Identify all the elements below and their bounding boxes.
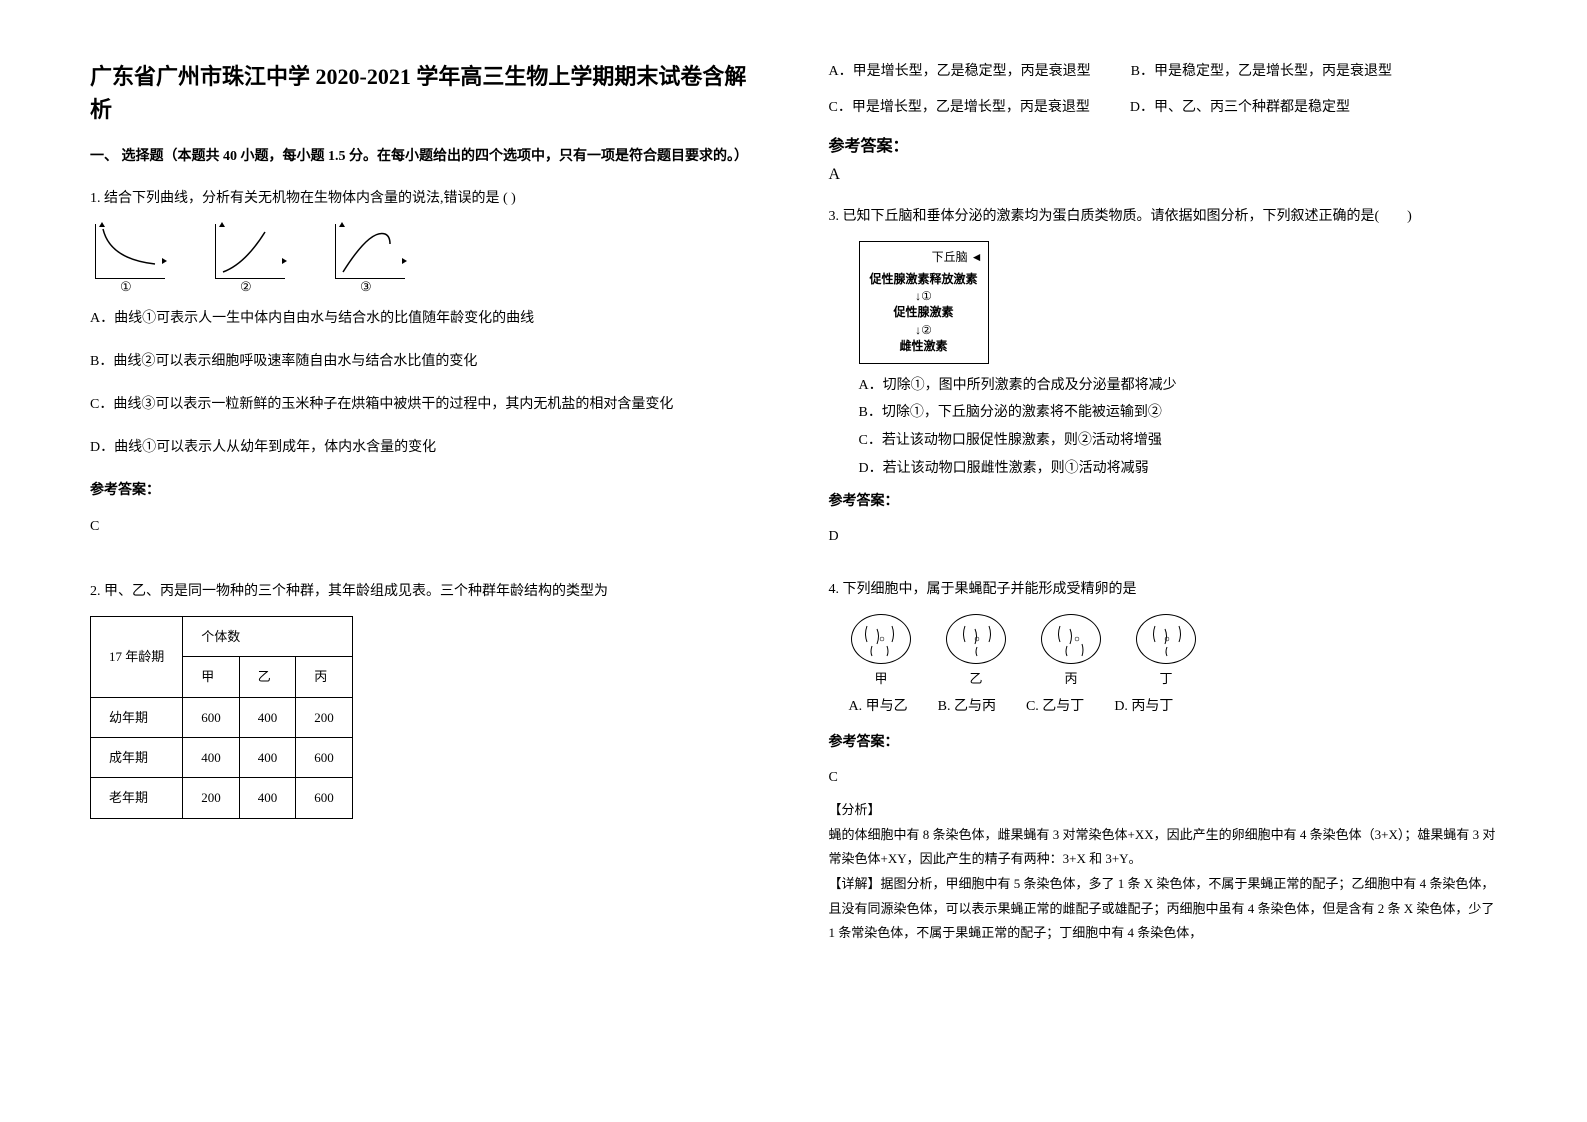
diagram-line2: 促性腺激素 (865, 302, 983, 324)
chromosome-icon (852, 614, 910, 664)
q3-answer: D (829, 524, 1498, 549)
cell-3-label: 丙 (1064, 667, 1077, 690)
table-cell: 甲 (183, 657, 240, 697)
section-header: 一、 选择题（本题共 40 小题，每小题 1.5 分。在每小题给出的四个选项中，… (90, 146, 759, 168)
chart-1: ① (90, 224, 170, 294)
question-4: 4. 下列细胞中，属于果蝇配子并能形成受精卵的是 甲 (829, 577, 1498, 946)
q1-opt-a: A．曲线①可表示人一生中体内自由水与结合水的比值随年龄变化的曲线 (90, 306, 759, 331)
q3-text: 3. 已知下丘脑和垂体分泌的激素均为蛋白质类物质。请依据如图分析，下列叙述正确的… (829, 204, 1498, 229)
question-2: 2. 甲、乙、丙是同一物种的三个种群，其年龄组成见表。三个种群年龄结构的类型为 … (90, 579, 759, 829)
table-cell: 400 (239, 697, 296, 737)
table-row: 17 年龄期 个体数 (91, 616, 353, 656)
cell-1: 甲 (849, 614, 914, 684)
cell-2: 乙 (944, 614, 1009, 684)
table-cell: 400 (239, 738, 296, 778)
table-row: 幼年期 600 400 200 (91, 697, 353, 737)
q1-opt-b: B．曲线②可以表示细胞呼吸速率随自由水与结合水比值的变化 (90, 349, 759, 374)
q1-opt-c: C．曲线③可以表示一粒新鲜的玉米种子在烘箱中被烘干的过程中，其内无机盐的相对含量… (90, 392, 759, 417)
q4-options: A. 甲与乙 B. 乙与丙 C. 乙与丁 D. 丙与丁 (849, 694, 1498, 719)
table-cell: 200 (183, 778, 240, 818)
q1-opt-d: D．曲线①可以表示人从幼年到成年，体内水含量的变化 (90, 435, 759, 460)
cell-3: 丙 (1039, 614, 1104, 684)
q4-analysis-label: 【分析】 (829, 798, 1498, 823)
q1-answer: C (90, 514, 759, 539)
cell-4: 丁 (1134, 614, 1199, 684)
table-cell: 乙 (239, 657, 296, 697)
curve-2 (215, 224, 285, 279)
question-1: 1. 结合下列曲线，分析有关无机物在生物体内含量的说法,错误的是 ( ) ① (90, 186, 759, 558)
right-column: A．甲是增长型，乙是稳定型，丙是衰退型 B．甲是稳定型，乙是增长型，丙是衰退型 … (829, 60, 1498, 1062)
document-title: 广东省广州市珠江中学 2020-2021 学年高三生物上学期期末试卷含解析 (90, 60, 759, 126)
q4-opt-c: C. 乙与丁 (1026, 694, 1084, 719)
q3-opt-b: B．切除①，下丘脑分泌的激素将不能被运输到② (859, 401, 1498, 425)
q1-text: 1. 结合下列曲线，分析有关无机物在生物体内含量的说法,错误的是 ( ) (90, 186, 759, 211)
q1-charts: ① ② ③ (90, 224, 759, 294)
chromosome-icon (1042, 614, 1100, 664)
q4-opt-a: A. 甲与乙 (849, 694, 908, 719)
table-cell: 200 (296, 697, 353, 737)
table-cell: 17 年龄期 (91, 616, 183, 697)
diagram-line3: 雌性激素 (865, 336, 983, 358)
q2-opt-c: C．甲是增长型，乙是增长型，丙是衰退型 (829, 96, 1090, 116)
table-row: 老年期 200 400 600 (91, 778, 353, 818)
q3-opt-d: D．若让该动物口服雌性激素，则①活动将减弱 (859, 457, 1498, 481)
table-cell: 600 (183, 697, 240, 737)
q2-options-row2: C．甲是增长型，乙是增长型，丙是衰退型 D．甲、乙、丙三个种群都是稳定型 (829, 96, 1498, 116)
chromosome-icon (947, 614, 1005, 664)
table-cell: 丙 (296, 657, 353, 697)
diagram-arrow2: ↓② (865, 324, 983, 336)
chart-2-label: ② (240, 275, 252, 298)
q4-analysis2: 【详解】据图分析，甲细胞中有 5 条染色体，多了 1 条 X 染色体，不属于果蝇… (829, 872, 1498, 946)
q2-text: 2. 甲、乙、丙是同一物种的三个种群，其年龄组成见表。三个种群年龄结构的类型为 (90, 579, 759, 604)
table-cell: 老年期 (91, 778, 183, 818)
q4-opt-b: B. 乙与丙 (938, 694, 996, 719)
question-3: 3. 已知下丘脑和垂体分泌的激素均为蛋白质类物质。请依据如图分析，下列叙述正确的… (829, 204, 1498, 557)
q4-answer: C (829, 765, 1498, 790)
table-cell: 600 (296, 738, 353, 778)
table-cell: 400 (183, 738, 240, 778)
table-cell: 成年期 (91, 738, 183, 778)
diagram-line1: 促性腺激素释放激素 (865, 269, 983, 291)
q3-diagram: 下丘脑 ◄ 促性腺激素释放激素 ↓① 促性腺激素 ↓② 雌性激素 (859, 241, 989, 363)
q2-answer-label: 参考答案： (829, 132, 1498, 156)
chart-3-label: ③ (360, 275, 372, 298)
table-cell: 个体数 (183, 616, 353, 656)
cell-4-label: 丁 (1159, 667, 1172, 690)
curve-3 (335, 224, 405, 279)
q4-text: 4. 下列细胞中，属于果蝇配子并能形成受精卵的是 (829, 577, 1498, 602)
q4-answer-label: 参考答案： (829, 730, 1498, 755)
diagram-arrow1: ↓① (865, 290, 983, 302)
chart-1-label: ① (120, 275, 132, 298)
q3-answer-label: 参考答案： (829, 489, 1498, 514)
q3-opt-a: A．切除①，图中所列激素的合成及分泌量都将减少 (859, 374, 1498, 398)
q2-opt-b: B．甲是稳定型，乙是增长型，丙是衰退型 (1131, 60, 1392, 80)
chart-2: ② (210, 224, 290, 294)
left-column: 广东省广州市珠江中学 2020-2021 学年高三生物上学期期末试卷含解析 一、… (90, 60, 759, 1062)
q2-options-row1: A．甲是增长型，乙是稳定型，丙是衰退型 B．甲是稳定型，乙是增长型，丙是衰退型 (829, 60, 1498, 80)
table-cell: 600 (296, 778, 353, 818)
q4-cells: 甲 乙 (849, 614, 1498, 684)
q4-analysis1: 蝇的体细胞中有 8 条染色体，雌果蝇有 3 对常染色体+XX，因此产生的卵细胞中… (829, 823, 1498, 872)
q4-opt-d: D. 丙与丁 (1114, 694, 1173, 719)
q2-table: 17 年龄期 个体数 甲 乙 丙 幼年期 600 400 200 成年期 400… (90, 616, 353, 819)
diagram-top: 下丘脑 ◄ (865, 247, 983, 269)
cell-1-label: 甲 (874, 667, 887, 690)
chart-3: ③ (330, 224, 410, 294)
q2-opt-a: A．甲是增长型，乙是稳定型，丙是衰退型 (829, 60, 1091, 80)
q2-answer: A (829, 166, 1498, 184)
q2-opt-d: D．甲、乙、丙三个种群都是稳定型 (1130, 96, 1350, 116)
table-cell: 400 (239, 778, 296, 818)
table-cell: 幼年期 (91, 697, 183, 737)
q3-opt-c: C．若让该动物口服促性腺激素，则②活动将增强 (859, 429, 1498, 453)
chromosome-icon (1137, 614, 1195, 664)
curve-1 (95, 224, 165, 279)
table-row: 成年期 400 400 600 (91, 738, 353, 778)
q1-answer-label: 参考答案： (90, 478, 759, 503)
cell-2-label: 乙 (969, 667, 982, 690)
